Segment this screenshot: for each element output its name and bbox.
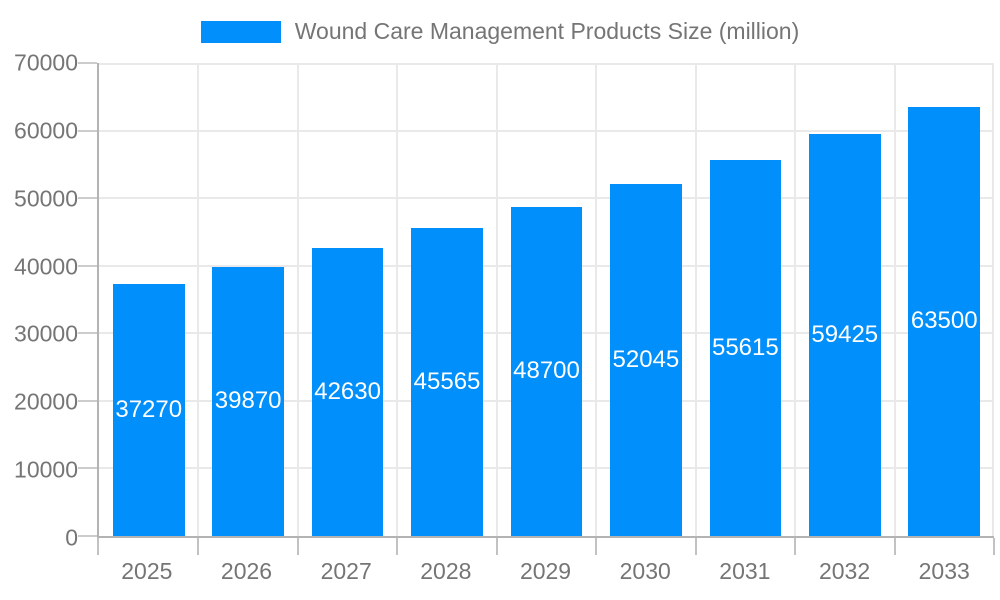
- y-axis-tick-label: 30000: [14, 320, 78, 347]
- x-tick-mark: [595, 538, 598, 555]
- y-tick-mark: [78, 535, 97, 537]
- vertical-gridline: [595, 63, 598, 536]
- y-axis-tick-label: 70000: [14, 49, 78, 76]
- x-axis: 2025 2026 2027 2028 2029 2030 2031 2032 2033: [97, 558, 994, 585]
- x-axis-label: 2030: [619, 558, 671, 584]
- y-axis-tick-label: 40000: [14, 253, 78, 280]
- bar-band: 39870: [198, 63, 297, 536]
- legend[interactable]: Wound Care Management Products Size (mil…: [0, 18, 1000, 45]
- bar-value-label: 59425: [811, 321, 879, 349]
- bar-2025[interactable]: 37270: [112, 284, 185, 536]
- y-axis-tick-label: 60000: [14, 117, 78, 144]
- bar-2031[interactable]: 55615: [709, 160, 782, 536]
- bar-band: 37270: [99, 63, 198, 536]
- y-axis-tick-label: 0: [65, 524, 78, 551]
- x-axis-label: 2033: [918, 558, 970, 584]
- bar-band: 48700: [497, 63, 596, 536]
- y-axis-tick-label: 20000: [14, 388, 78, 415]
- x-tick-mark: [197, 538, 200, 555]
- bar-2027[interactable]: 42630: [311, 247, 384, 536]
- y-tick-mark: [78, 399, 97, 402]
- vertical-gridline: [495, 63, 498, 536]
- x-axis-label: 2031: [719, 558, 771, 584]
- bar-value-label: 37270: [115, 396, 183, 424]
- vertical-gridline: [893, 63, 896, 536]
- vertical-gridline: [992, 63, 994, 536]
- x-tick-mark: [396, 538, 399, 555]
- horizontal-gridline: [99, 197, 994, 200]
- x-tick-mark: [993, 538, 995, 555]
- bar-2032[interactable]: 59425: [808, 134, 881, 536]
- bar-band: 45565: [397, 63, 496, 536]
- vertical-gridline: [794, 63, 797, 536]
- bar-2030[interactable]: 52045: [610, 184, 682, 536]
- vertical-gridline: [396, 63, 399, 536]
- y-tick-mark: [78, 62, 97, 64]
- horizontal-gridline: [99, 129, 994, 132]
- x-tick-mark: [794, 538, 797, 555]
- x-tick-mark: [97, 538, 99, 555]
- x-axis-label: 2027: [320, 558, 372, 584]
- x-tick-mark: [495, 538, 498, 555]
- bar-2033[interactable]: 63500: [908, 106, 981, 536]
- bar-band: 55615: [696, 63, 795, 536]
- x-axis-label: 2032: [818, 558, 871, 584]
- y-tick-mark: [78, 467, 97, 470]
- x-axis-label: 2026: [220, 558, 273, 584]
- bar-value-label: 42630: [314, 377, 381, 405]
- bars-group: 37270 39870 42630 45565 48700 52045 55615 59425…: [99, 63, 994, 536]
- y-tick-mark: [78, 264, 97, 267]
- bar-2029[interactable]: 48700: [510, 206, 583, 536]
- y-axis: 0 10000 20000 30000 40000 50000 60000 70000: [0, 50, 78, 551]
- x-tick-mark: [893, 538, 896, 555]
- y-tick-mark: [78, 129, 97, 132]
- bar-2026[interactable]: 39870: [212, 266, 284, 536]
- bar-band: 63500: [895, 63, 994, 536]
- x-axis-label: 2025: [121, 558, 173, 584]
- plot-area: 37270 39870 42630 45565 48700 52045 55615 59425…: [78, 62, 995, 555]
- bar-band: 42630: [298, 63, 397, 536]
- bar-value-label: 39870: [214, 387, 282, 415]
- bar-2028[interactable]: 45565: [411, 228, 483, 536]
- vertical-gridline: [296, 63, 299, 536]
- horizontal-gridline: [99, 63, 994, 65]
- y-axis-tick-label: 10000: [14, 456, 78, 483]
- bar-value-label: 52045: [612, 346, 680, 374]
- x-tick-mark: [296, 538, 299, 555]
- vertical-gridline: [197, 63, 200, 536]
- x-axis-label: 2029: [519, 558, 572, 584]
- x-axis-label: 2028: [420, 558, 472, 584]
- x-tick-mark: [694, 538, 697, 555]
- bar-value-label: 55615: [711, 334, 779, 362]
- legend-label: Wound Care Management Products Size (mil…: [294, 18, 800, 44]
- bar-value-label: 45565: [413, 368, 481, 396]
- bar-value-label: 63500: [910, 307, 978, 335]
- bar-value-label: 48700: [513, 357, 580, 385]
- y-tick-mark: [78, 332, 97, 335]
- vertical-gridline: [694, 63, 697, 536]
- bar-band: 59425: [795, 63, 894, 536]
- bar-band: 52045: [596, 63, 695, 536]
- y-tick-mark: [78, 197, 97, 200]
- y-axis-tick-label: 50000: [14, 185, 78, 212]
- legend-swatch: [200, 20, 281, 43]
